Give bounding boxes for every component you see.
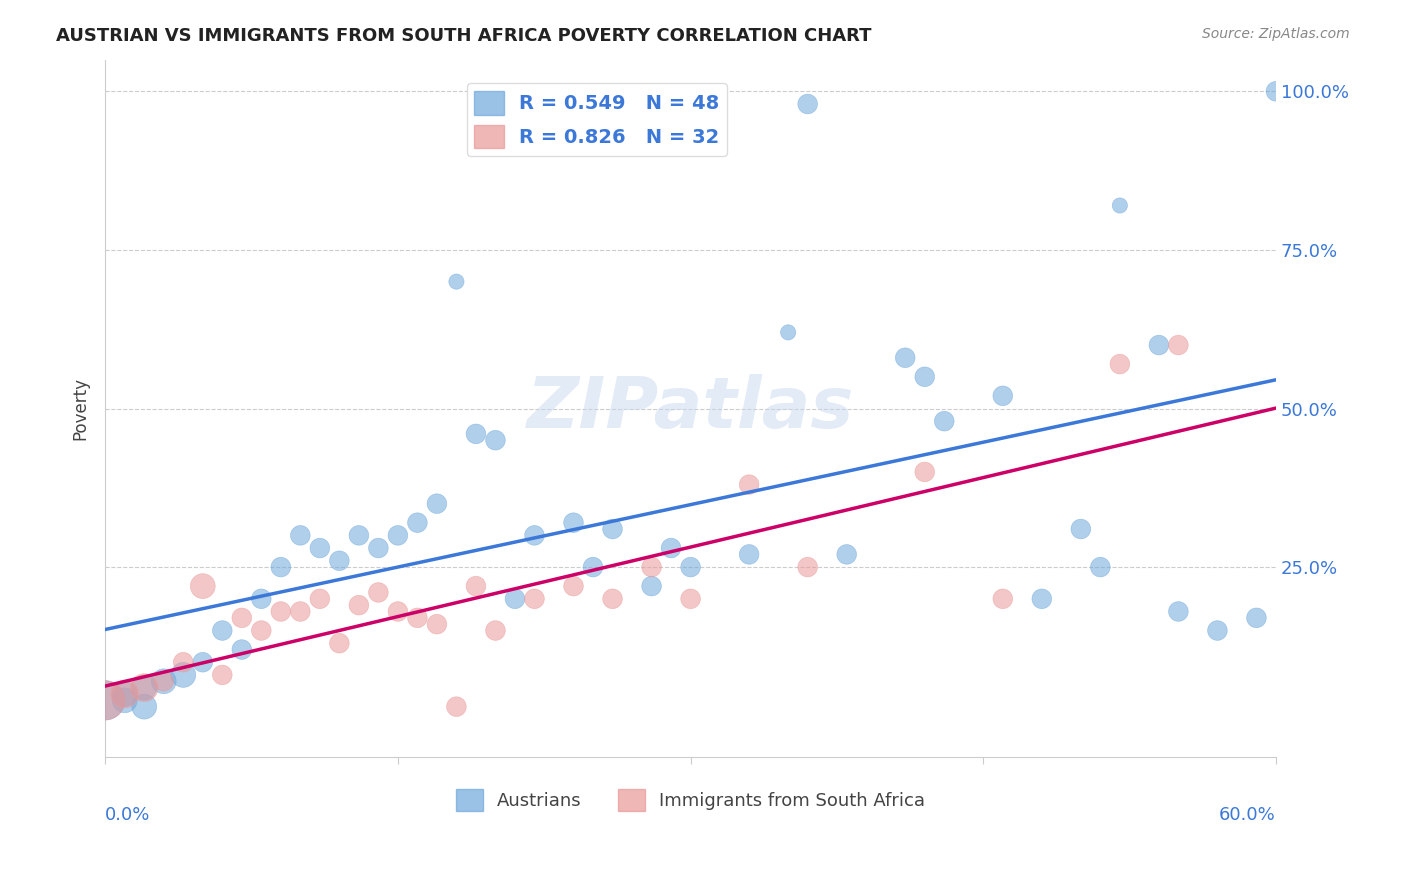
Point (523, 591, 546, 606)
Point (172, 668, 194, 682)
Point (290, 528, 312, 542)
Point (465, 579, 488, 593)
Y-axis label: Poverty: Poverty (72, 377, 89, 440)
Point (796, 97, 818, 112)
Point (387, 528, 409, 542)
Text: Source: ZipAtlas.com: Source: ZipAtlas.com (1202, 27, 1350, 41)
Point (1167, 605, 1189, 619)
Point (446, 699, 468, 714)
Point (602, 522, 624, 536)
Text: 0.0%: 0.0% (105, 806, 150, 824)
Text: 60.0%: 60.0% (1219, 806, 1277, 824)
Point (308, 591, 330, 606)
Point (114, 687, 136, 701)
Point (796, 560, 818, 574)
Point (191, 655, 214, 669)
Point (1108, 357, 1130, 371)
Point (778, 326, 800, 340)
Point (172, 655, 194, 669)
Point (387, 605, 409, 619)
Point (738, 548, 761, 562)
Point (523, 528, 546, 542)
Point (602, 591, 624, 606)
Point (914, 465, 936, 479)
Point (406, 516, 429, 530)
Point (446, 275, 468, 289)
Point (659, 541, 682, 555)
Point (640, 579, 662, 593)
Point (134, 681, 156, 695)
Point (426, 497, 449, 511)
Point (835, 548, 858, 562)
Point (231, 642, 253, 657)
Point (270, 605, 292, 619)
Point (738, 477, 761, 491)
Text: AUSTRIAN VS IMMIGRANTS FROM SOUTH AFRICA POVERTY CORRELATION CHART: AUSTRIAN VS IMMIGRANTS FROM SOUTH AFRICA… (56, 27, 872, 45)
Point (308, 541, 330, 555)
Point (328, 636, 350, 650)
Point (1265, 84, 1288, 98)
Point (679, 560, 702, 574)
Point (991, 591, 1014, 606)
Point (914, 369, 936, 384)
Point (270, 560, 292, 574)
Point (1070, 522, 1092, 536)
Point (347, 598, 370, 612)
Point (94, 693, 117, 707)
Point (94, 693, 117, 707)
Point (562, 579, 585, 593)
Point (1206, 624, 1229, 638)
Point (503, 591, 526, 606)
Point (231, 611, 253, 625)
Point (1167, 338, 1189, 352)
Point (152, 674, 174, 689)
Point (191, 579, 214, 593)
Point (1147, 338, 1170, 352)
Point (1031, 591, 1053, 606)
Point (152, 674, 174, 689)
Point (290, 605, 312, 619)
Point (484, 624, 506, 638)
Point (347, 528, 370, 542)
Point (211, 624, 233, 638)
Point (934, 414, 956, 428)
Point (134, 699, 156, 714)
Point (640, 560, 662, 574)
Point (134, 681, 156, 695)
Point (562, 516, 585, 530)
Point (114, 687, 136, 701)
Point (250, 624, 273, 638)
Point (426, 617, 449, 632)
Point (367, 541, 389, 555)
Point (484, 434, 506, 448)
Point (465, 426, 488, 441)
Point (582, 560, 605, 574)
Point (328, 554, 350, 568)
Point (1246, 611, 1268, 625)
Text: ZIPatlas: ZIPatlas (527, 374, 855, 443)
Point (211, 668, 233, 682)
Point (991, 389, 1014, 403)
Point (1108, 198, 1130, 212)
Legend: Austrians, Immigrants from South Africa: Austrians, Immigrants from South Africa (449, 781, 932, 818)
Point (679, 591, 702, 606)
Point (894, 351, 917, 365)
Point (406, 611, 429, 625)
Point (250, 591, 273, 606)
Point (367, 585, 389, 599)
Point (114, 693, 136, 707)
Point (1090, 560, 1112, 574)
